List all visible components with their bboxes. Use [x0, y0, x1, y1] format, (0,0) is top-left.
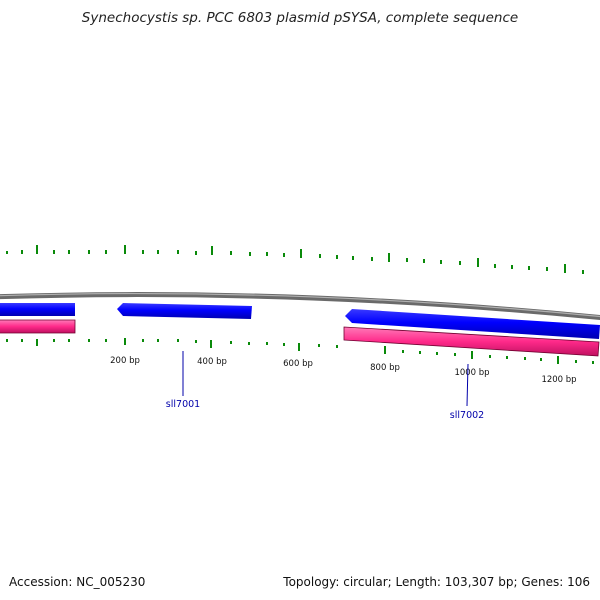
- cds-band[interactable]: [0, 319, 76, 334]
- gene-label-sll7001[interactable]: sll7001: [166, 399, 200, 410]
- position-scale: 200 bp 400 bp 600 bp 800 bp 1000 bp 1200…: [110, 356, 576, 385]
- position-label: 800 bp: [370, 363, 400, 373]
- gene-arrow-sll7002[interactable]: [345, 309, 600, 339]
- topology-summary: Topology: circular; Length: 103,307 bp; …: [283, 575, 590, 589]
- position-label: 1200 bp: [541, 375, 576, 385]
- position-label: 400 bp: [197, 357, 227, 367]
- gene-arrow-sll7001[interactable]: [117, 303, 252, 319]
- position-label: 200 bp: [110, 356, 140, 366]
- plasmid-backbone: [0, 292, 600, 321]
- accession-label: Accession: NC_005230: [9, 575, 146, 589]
- gene-leader-line: [466, 363, 469, 407]
- position-label: 600 bp: [283, 359, 313, 369]
- gene-arrow[interactable]: [0, 303, 75, 316]
- page-title: Synechocystis sp. PCC 6803 plasmid pSYSA…: [81, 10, 519, 26]
- cds-band-sll7002[interactable]: [343, 326, 600, 357]
- position-label: 1000 bp: [454, 368, 489, 378]
- outer-skew-track: [6, 245, 584, 274]
- gene-label-sll7002[interactable]: sll7002: [450, 410, 484, 421]
- inner-skew-track: [6, 338, 594, 364]
